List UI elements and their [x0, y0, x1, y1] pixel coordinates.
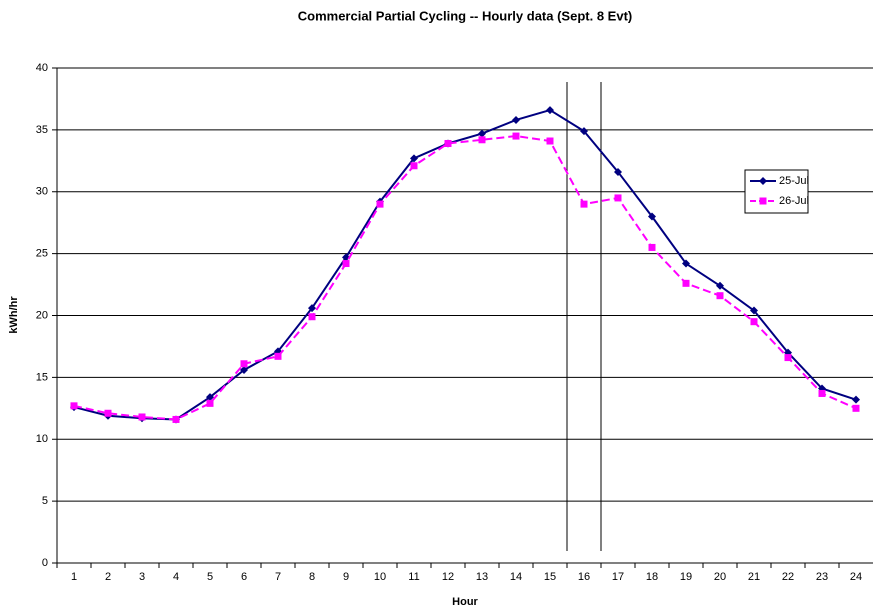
x-tick-label: 8	[309, 571, 315, 583]
point	[376, 200, 384, 208]
x-tick-label: 12	[442, 571, 454, 583]
point	[852, 395, 860, 404]
point	[716, 292, 724, 300]
x-tick-label: 14	[510, 571, 522, 583]
point	[512, 132, 520, 140]
legend-label: 26-Jul	[779, 195, 809, 207]
x-tick-label: 21	[748, 571, 760, 583]
point	[308, 313, 316, 321]
y-tick-label: 30	[36, 186, 48, 198]
x-tick-label: 23	[816, 571, 828, 583]
y-tick-label: 0	[42, 557, 48, 569]
point	[410, 154, 418, 163]
point	[682, 279, 690, 287]
x-tick-label: 2	[105, 571, 111, 583]
point	[614, 194, 622, 202]
point	[750, 318, 758, 326]
point	[342, 260, 350, 268]
x-tick-label: 9	[343, 571, 349, 583]
y-tick-label: 5	[42, 495, 48, 507]
point	[172, 415, 180, 423]
point	[818, 389, 826, 397]
y-tick-label: 20	[36, 309, 48, 321]
x-tick-label: 6	[241, 571, 247, 583]
point	[138, 413, 146, 421]
point	[852, 404, 860, 412]
point	[206, 393, 214, 402]
x-tick-label: 3	[139, 571, 145, 583]
y-tick-label: 10	[36, 433, 48, 445]
x-tick-label: 1	[71, 571, 77, 583]
x-tick-label: 20	[714, 571, 726, 583]
point	[648, 243, 656, 251]
legend-box	[744, 169, 809, 214]
x-tick-label: 15	[544, 571, 556, 583]
point	[70, 402, 78, 410]
point	[716, 281, 724, 290]
legend-label: 25-Jul	[779, 175, 809, 187]
point	[750, 306, 758, 315]
legend-marker	[759, 177, 767, 185]
x-tick-label: 10	[374, 571, 386, 583]
point	[784, 354, 792, 362]
y-tick-label: 35	[36, 124, 48, 136]
point	[444, 139, 452, 147]
y-tick-label: 15	[36, 371, 48, 383]
point	[580, 200, 588, 208]
x-tick-label: 17	[612, 571, 624, 583]
chart-title: Commercial Partial Cycling -- Hourly dat…	[298, 8, 632, 23]
legend-marker	[759, 197, 767, 205]
x-axis-title: Hour	[452, 596, 478, 608]
y-axis-title: kWh/hr	[8, 296, 20, 334]
point	[308, 304, 316, 313]
x-tick-label: 7	[275, 571, 281, 583]
point	[478, 136, 486, 144]
series-line	[73, 108, 857, 421]
point	[342, 253, 350, 262]
point	[206, 399, 214, 407]
point	[104, 409, 112, 417]
point	[546, 137, 554, 145]
y-tick-label: 25	[36, 248, 48, 260]
point	[546, 106, 554, 115]
x-tick-label: 5	[207, 571, 213, 583]
point	[512, 115, 520, 124]
point	[478, 129, 486, 138]
x-tick-label: 22	[782, 571, 794, 583]
point	[648, 212, 656, 221]
point	[682, 259, 690, 268]
x-tick-label: 11	[408, 571, 419, 583]
point	[614, 167, 622, 176]
y-tick-label: 40	[36, 62, 48, 74]
x-tick-label: 4	[173, 571, 179, 583]
x-tick-label: 24	[850, 571, 862, 583]
x-tick-label: 19	[680, 571, 692, 583]
series-line	[73, 135, 857, 421]
x-tick-label: 16	[578, 571, 590, 583]
x-tick-label: 18	[646, 571, 658, 583]
point	[240, 360, 248, 368]
point	[580, 127, 588, 136]
point	[240, 365, 248, 374]
x-tick-label: 13	[476, 571, 488, 583]
point	[410, 162, 418, 170]
point	[274, 352, 282, 360]
